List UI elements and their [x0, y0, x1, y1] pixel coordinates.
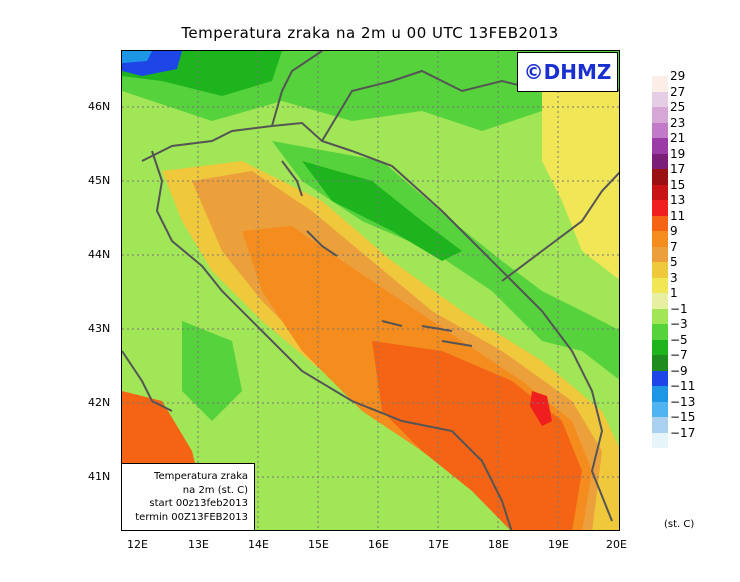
copyright-badge: ©DHMZ [517, 52, 618, 92]
colorbar-label: 27 [670, 84, 686, 99]
info-line: na 2m (st. C) [182, 484, 248, 496]
colorbar-swatch [652, 308, 668, 324]
info-line: Temperatura zraka [154, 471, 248, 482]
field-south-adriatic [372, 341, 582, 530]
colorbar-swatch [652, 339, 668, 355]
lon-label: 20E [606, 538, 627, 551]
colorbar-label: −7 [670, 348, 688, 362]
colorbar-swatch [652, 370, 668, 386]
colorbar [652, 76, 668, 448]
colorbar-swatch [652, 184, 668, 200]
colorbar-swatch [652, 153, 668, 169]
lon-label: 13E [188, 538, 209, 551]
colorbar-label: −15 [670, 410, 696, 424]
colorbar-label: 15 [670, 177, 686, 192]
colorbar-label: −3 [670, 317, 688, 331]
colorbar-swatch [652, 76, 668, 92]
colorbar-swatch [652, 169, 668, 185]
colorbar-swatch [652, 293, 668, 309]
colorbar-label: 7 [670, 239, 678, 254]
lat-label: 41N [88, 470, 111, 483]
info-box: Temperatura zraka na 2m (st. C) start 00… [121, 463, 255, 531]
lon-label: 15E [308, 538, 329, 551]
colorbar-label: 3 [670, 270, 678, 285]
temperature-map [121, 50, 620, 531]
temperature-field [122, 51, 619, 530]
lat-label: 44N [88, 248, 111, 261]
lat-label: 45N [88, 174, 111, 187]
lat-label: 42N [88, 396, 111, 409]
colorbar-swatch [652, 432, 668, 448]
colorbar-label: −13 [670, 394, 696, 409]
colorbar-label: 5 [670, 255, 678, 269]
info-line: start 00z13feb2013 [149, 498, 248, 509]
colorbar-swatch [652, 401, 668, 417]
lon-label: 17E [428, 538, 449, 551]
colorbar-label: 17 [670, 162, 686, 176]
colorbar-label: 21 [670, 131, 686, 145]
field-hotspot [530, 391, 552, 426]
colorbar-swatch [652, 246, 668, 262]
colorbar-swatch [652, 215, 668, 231]
colorbar-label: 9 [670, 224, 678, 238]
colorbar-swatch [652, 122, 668, 138]
colorbar-swatch [652, 107, 668, 123]
colorbar-label: 13 [670, 193, 686, 207]
field-dinaric-colder [302, 161, 462, 261]
lon-label: 16E [368, 538, 389, 551]
lon-label: 12E [127, 538, 148, 551]
lon-label: 18E [488, 538, 509, 551]
islands [281, 160, 473, 347]
colorbar-label: −17 [670, 425, 696, 440]
map-title: Temperatura zraka na 2m u 00 UTC 13FEB20… [181, 24, 559, 42]
lon-label: 19E [548, 538, 569, 551]
colorbar-swatch [652, 324, 668, 340]
colorbar-label: 1 [670, 286, 678, 300]
lat-label: 46N [88, 100, 111, 113]
colorbar-label: 23 [670, 115, 686, 130]
colorbar-label: 25 [670, 100, 686, 114]
colorbar-swatch [652, 417, 668, 433]
field-pannonia-mild [542, 91, 619, 280]
colorbar-swatch [652, 277, 668, 293]
lon-label: 14E [248, 538, 269, 551]
colorbar-label: −5 [670, 332, 688, 347]
colorbar-swatch [652, 262, 668, 278]
colorbar-label: −11 [670, 379, 696, 393]
colorbar-label: 19 [670, 146, 686, 161]
colorbar-swatch [652, 200, 668, 216]
colorbar-swatch [652, 138, 668, 154]
colorbar-label: 11 [670, 208, 686, 223]
colorbar-label: 29 [670, 69, 686, 83]
colorbar-unit: (st. C) [664, 519, 695, 530]
colorbar-label: −9 [670, 363, 688, 378]
field-alps-peak [122, 51, 152, 63]
colorbar-swatch [652, 91, 668, 107]
colorbar-swatch [652, 386, 668, 402]
colorbar-swatch [652, 355, 668, 371]
colorbar-swatch [652, 231, 668, 247]
lat-label: 43N [88, 322, 111, 335]
info-line: termin 00Z13FEB2013 [135, 511, 248, 523]
field-italy-apennine [182, 321, 242, 421]
colorbar-label: −1 [670, 301, 688, 316]
